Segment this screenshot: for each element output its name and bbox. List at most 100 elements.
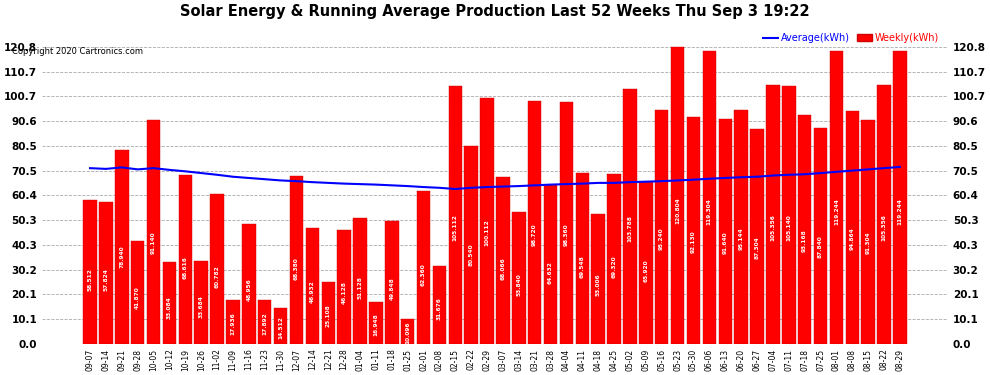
Text: 69.548: 69.548 <box>580 255 585 278</box>
Bar <box>99 202 113 344</box>
Text: 33.684: 33.684 <box>199 295 204 318</box>
Text: 120.804: 120.804 <box>675 197 680 223</box>
Bar <box>290 176 303 344</box>
Text: 119.244: 119.244 <box>897 198 903 225</box>
Text: 98.720: 98.720 <box>533 224 538 246</box>
Text: 78.940: 78.940 <box>120 245 125 268</box>
Text: 53.006: 53.006 <box>596 274 601 297</box>
Bar <box>655 110 668 344</box>
Bar <box>480 98 494 344</box>
Bar <box>210 195 224 344</box>
Text: Copyright 2020 Cartronics.com: Copyright 2020 Cartronics.com <box>12 47 143 56</box>
Text: 119.304: 119.304 <box>707 198 712 225</box>
Bar <box>194 261 208 344</box>
Text: 87.840: 87.840 <box>818 235 823 258</box>
Text: 64.632: 64.632 <box>548 261 553 284</box>
Bar <box>735 110 747 344</box>
Text: 17.892: 17.892 <box>262 313 267 335</box>
Text: 105.140: 105.140 <box>786 214 791 241</box>
Bar <box>814 128 828 344</box>
Text: 100.112: 100.112 <box>484 220 490 246</box>
Bar <box>322 282 335 344</box>
Legend: Average(kWh), Weekly(kWh): Average(kWh), Weekly(kWh) <box>759 29 943 47</box>
Bar <box>496 177 510 344</box>
Bar <box>607 174 621 344</box>
Bar <box>83 200 97 344</box>
Text: 93.168: 93.168 <box>802 230 807 252</box>
Bar <box>385 221 399 344</box>
Bar <box>671 47 684 344</box>
Text: 49.848: 49.848 <box>389 277 394 300</box>
Text: 33.084: 33.084 <box>167 296 172 318</box>
Text: 14.512: 14.512 <box>278 316 283 339</box>
Bar <box>766 85 780 344</box>
Bar <box>417 190 431 344</box>
Text: 57.824: 57.824 <box>103 268 109 291</box>
Bar <box>512 211 526 344</box>
Bar <box>131 241 145 344</box>
Text: 98.360: 98.360 <box>564 224 569 246</box>
Bar <box>338 231 350 344</box>
Text: 68.380: 68.380 <box>294 257 299 279</box>
Bar <box>893 51 907 344</box>
Bar <box>687 117 700 344</box>
Bar <box>162 262 176 344</box>
Bar <box>877 85 891 344</box>
Text: 10.096: 10.096 <box>405 321 410 344</box>
Bar <box>591 214 605 344</box>
Bar <box>703 51 716 344</box>
Bar <box>750 129 763 344</box>
Text: 80.540: 80.540 <box>468 243 473 266</box>
Text: 46.128: 46.128 <box>342 281 346 304</box>
Text: 105.356: 105.356 <box>881 214 887 241</box>
Text: 16.948: 16.948 <box>373 314 378 336</box>
Text: 87.304: 87.304 <box>754 236 759 259</box>
Bar <box>528 101 542 344</box>
Bar <box>575 173 589 344</box>
Text: 103.788: 103.788 <box>628 216 633 243</box>
Bar <box>861 120 875 344</box>
Bar <box>559 102 573 344</box>
Bar <box>719 119 732 344</box>
Text: 105.356: 105.356 <box>770 214 775 241</box>
Text: 48.956: 48.956 <box>247 278 251 301</box>
Text: 68.616: 68.616 <box>183 256 188 279</box>
Bar <box>845 111 859 344</box>
Bar <box>115 150 129 344</box>
Bar <box>401 319 415 344</box>
Bar <box>433 266 446 344</box>
Bar <box>274 308 287 344</box>
Title: Solar Energy & Running Average Production Last 52 Weeks Thu Sep 3 19:22: Solar Energy & Running Average Productio… <box>180 4 810 19</box>
Bar <box>544 185 557 344</box>
Text: 94.864: 94.864 <box>849 228 854 250</box>
Text: 95.240: 95.240 <box>659 227 664 250</box>
Bar <box>624 89 637 344</box>
Text: 53.840: 53.840 <box>517 273 522 296</box>
Bar <box>640 182 652 344</box>
Text: 69.320: 69.320 <box>612 256 617 278</box>
Bar <box>178 175 192 344</box>
Bar <box>798 115 812 344</box>
Text: 51.128: 51.128 <box>357 276 362 298</box>
Text: 119.244: 119.244 <box>834 198 839 225</box>
Text: 25.108: 25.108 <box>326 304 331 327</box>
Text: 105.112: 105.112 <box>452 214 457 241</box>
Text: 91.304: 91.304 <box>865 231 870 254</box>
Text: 92.130: 92.130 <box>691 231 696 253</box>
Text: 46.932: 46.932 <box>310 280 315 303</box>
Text: 60.782: 60.782 <box>215 265 220 288</box>
Text: 91.640: 91.640 <box>723 231 728 254</box>
Bar <box>147 120 160 344</box>
Text: 62.360: 62.360 <box>421 264 426 286</box>
Bar <box>306 228 319 344</box>
Text: 17.936: 17.936 <box>231 312 236 335</box>
Text: 91.140: 91.140 <box>151 232 156 254</box>
Text: 65.920: 65.920 <box>644 260 648 282</box>
Bar <box>227 300 240 344</box>
Bar <box>353 218 366 344</box>
Bar <box>464 146 478 344</box>
Bar <box>369 302 383 344</box>
Text: 41.870: 41.870 <box>136 286 141 309</box>
Bar <box>448 86 462 344</box>
Text: 31.676: 31.676 <box>437 297 442 320</box>
